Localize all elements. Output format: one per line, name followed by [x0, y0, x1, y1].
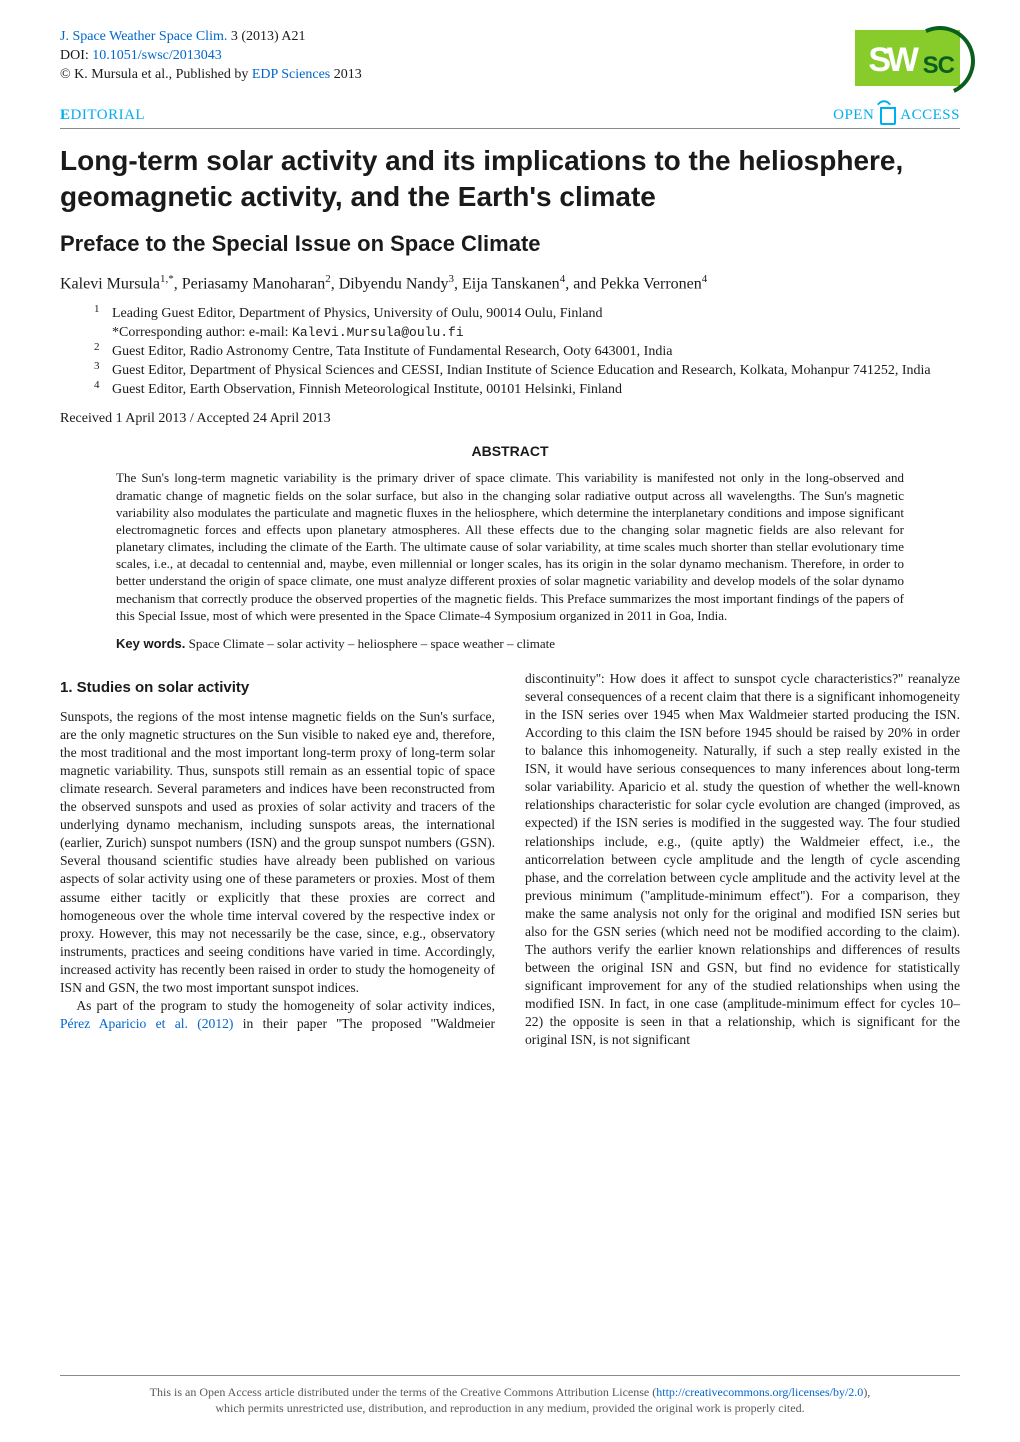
author-4: , Eija Tanskanen — [454, 275, 560, 292]
header-left: J. Space Weather Space Clim. 3 (2013) A2… — [60, 28, 362, 85]
footer-line1b: ), — [863, 1385, 870, 1399]
author-3: , Dibyendu Nandy — [331, 275, 449, 292]
article-title: Long-term solar activity and its implica… — [60, 143, 960, 215]
p3: to sunspot cycle characteristics?'' rean… — [525, 671, 960, 1048]
badge-row: EDITORIAL OPEN ACCESS — [60, 106, 960, 124]
open-access-badge: OPEN ACCESS — [833, 106, 960, 124]
footer-line1a: This is an Open Access article distribut… — [150, 1385, 657, 1399]
affil-row-1: 1 Leading Guest Editor, Department of Ph… — [94, 305, 960, 343]
author-list: Kalevi Mursula1,*, Periasamy Manoharan2,… — [60, 273, 960, 293]
license-footer: This is an Open Access article distribut… — [60, 1375, 960, 1416]
affil-row-2: 2 Guest Editor, Radio Astronomy Centre, … — [94, 343, 960, 362]
abstract-body: The Sun's long-term magnetic variability… — [116, 469, 904, 623]
open-label: OPEN — [833, 107, 874, 124]
affil-row-4: 4 Guest Editor, Earth Observation, Finni… — [94, 381, 960, 400]
affil-num: 3 — [94, 359, 112, 374]
page: J. Space Weather Space Clim. 3 (2013) A2… — [0, 0, 1020, 1442]
editorial-cap: E — [60, 107, 71, 123]
keywords-text: Space Climate – solar activity – heliosp… — [185, 636, 555, 651]
access-label: ACCESS — [900, 107, 960, 124]
copyright: © K. Mursula et al., Published by — [60, 67, 248, 82]
body-columns: 1. Studies on solar activity Sunspots, t… — [60, 670, 960, 1050]
affil-1a: Leading Guest Editor, Department of Phys… — [112, 306, 603, 321]
affil-num: 4 — [94, 378, 112, 393]
affil-row-3: 3 Guest Editor, Department of Physical S… — [94, 362, 960, 381]
publisher-link[interactable]: EDP Sciences — [252, 67, 330, 82]
author-2: , Periasamy Manoharan — [174, 275, 326, 292]
aff-sup-5: 4 — [702, 273, 708, 285]
logo-sc: SC — [923, 52, 954, 80]
doi-line: DOI: 10.1051/swsc/2013043 — [60, 47, 362, 66]
aff-sup-1: 1,* — [160, 273, 174, 285]
copyright-line: © K. Mursula et al., Published by EDP Sc… — [60, 66, 362, 85]
abstract-heading: ABSTRACT — [60, 443, 960, 459]
editorial-badge: EDITORIAL — [60, 107, 145, 124]
affiliation-list: 1 Leading Guest Editor, Department of Ph… — [94, 305, 960, 399]
footer-line2: which permits unrestricted use, distribu… — [215, 1401, 804, 1415]
affil-text: Leading Guest Editor, Department of Phys… — [112, 305, 960, 343]
doi-link[interactable]: 10.1051/swsc/2013043 — [92, 48, 222, 63]
citation-link-perez[interactable]: Pérez Aparicio et al. (2012) — [60, 1016, 233, 1031]
journal-logo: S W SC — [855, 30, 960, 86]
keywords-label: Key words. — [116, 636, 185, 651]
affil-num: 1 — [94, 302, 112, 317]
vol-year: 3 (2013) A21 — [231, 29, 306, 44]
pub-year: 2013 — [334, 67, 362, 82]
affil-text: Guest Editor, Radio Astronomy Centre, Ta… — [112, 343, 960, 362]
section-heading-1: 1. Studies on solar activity — [60, 678, 495, 698]
article-subtitle: Preface to the Special Issue on Space Cl… — [60, 231, 960, 257]
cc-license-link[interactable]: http://creativecommons.org/licenses/by/2… — [656, 1385, 863, 1399]
header-row: J. Space Weather Space Clim. 3 (2013) A2… — [60, 28, 960, 86]
author-1: Kalevi Mursula — [60, 275, 160, 292]
badge-rule — [60, 128, 960, 129]
affil-num: 2 — [94, 340, 112, 355]
keywords: Key words. Space Climate – solar activit… — [116, 636, 904, 652]
affil-text: Guest Editor, Earth Observation, Finnish… — [112, 381, 960, 400]
affil-1b: *Corresponding author: e-mail: — [112, 325, 292, 340]
doi-label: DOI: — [60, 48, 89, 63]
corresponding-email[interactable]: Kalevi.Mursula@oulu.fi — [292, 325, 464, 340]
p2a: As part of the program to study the homo… — [76, 998, 495, 1013]
author-5: , and Pekka Verronen — [565, 275, 702, 292]
open-lock-icon — [880, 107, 896, 125]
body-para-1: Sunspots, the regions of the most intens… — [60, 708, 495, 997]
journal-line: J. Space Weather Space Clim. 3 (2013) A2… — [60, 28, 362, 47]
received-accepted: Received 1 April 2013 / Accepted 24 Apri… — [60, 411, 960, 427]
editorial-rest: DITORIAL — [71, 107, 146, 123]
journal-link[interactable]: J. Space Weather Space Clim. — [60, 29, 227, 44]
affil-text: Guest Editor, Department of Physical Sci… — [112, 362, 960, 381]
